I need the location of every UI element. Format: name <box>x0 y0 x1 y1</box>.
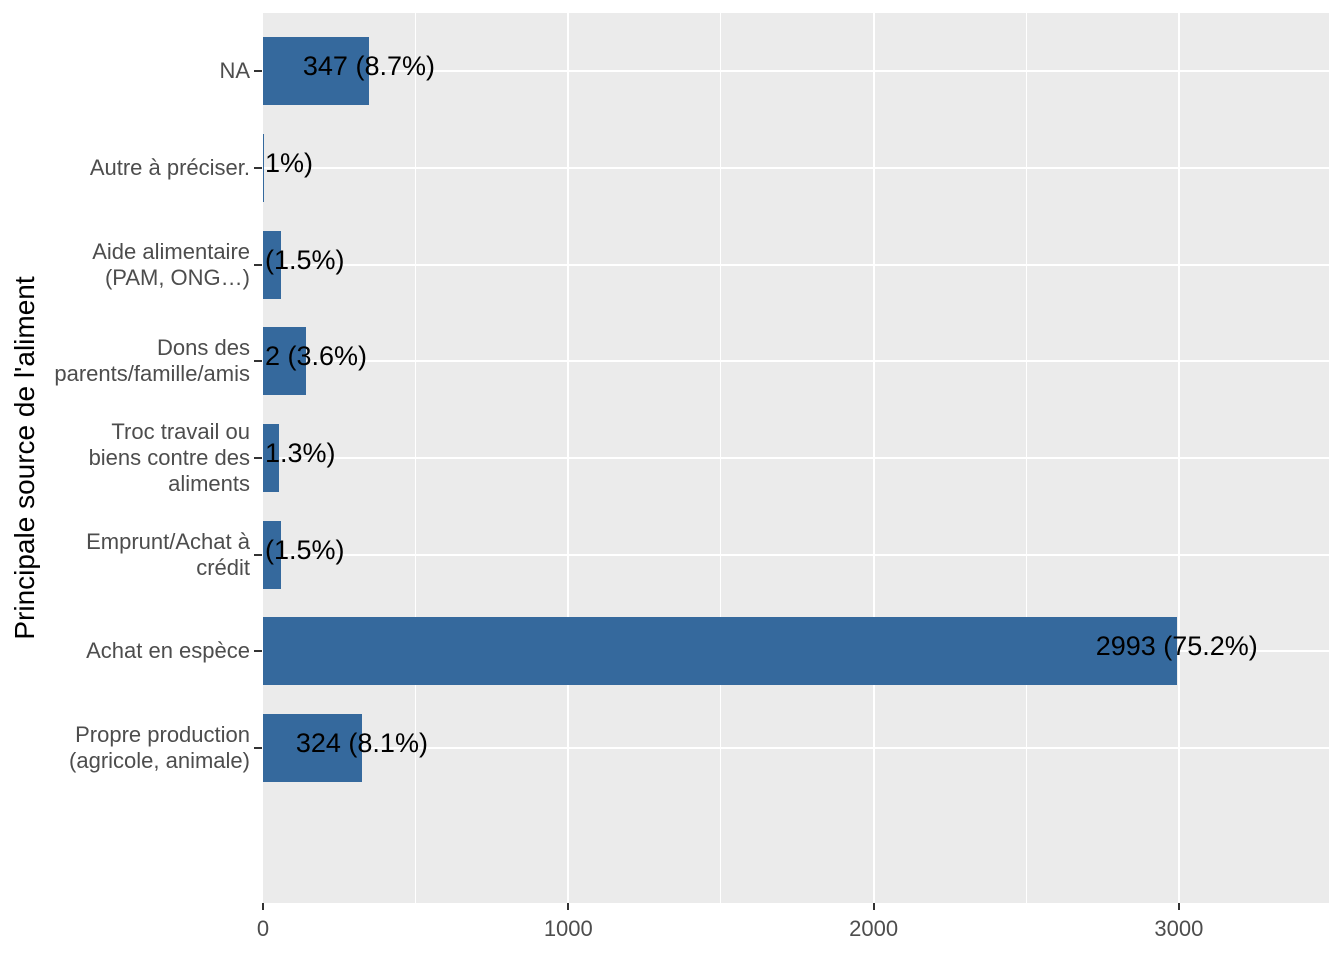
y-tick-mark <box>254 263 262 266</box>
x-tick-mark <box>872 903 875 910</box>
bar <box>263 327 307 396</box>
x-tick-label: 3000 <box>1154 916 1204 941</box>
y-tick-label: Propre production (agricole, animale) <box>69 722 250 774</box>
bar <box>263 230 282 299</box>
y-major-gridline <box>263 70 1329 73</box>
bar-value-label: (1.5%) <box>265 534 345 565</box>
y-major-gridline <box>263 360 1329 363</box>
y-tick-label: Achat en espèce <box>86 638 250 664</box>
y-major-gridline <box>263 457 1329 459</box>
bar-value-label: 2 (3.6%) <box>265 341 368 372</box>
x-tick-mark <box>1177 903 1180 910</box>
bar-value-label: 1%) <box>265 147 314 178</box>
y-tick-label: Aide alimentaire (PAM, ONG…) <box>92 238 250 290</box>
x-tick-mark <box>567 903 570 910</box>
x-tick-mark <box>262 903 264 910</box>
bar-value-label: 324 (8.1%) <box>295 728 428 759</box>
y-tick-mark <box>254 166 262 169</box>
y-tick-label: Emprunt/Achat à crédit <box>86 528 250 580</box>
bar-value-label: 347 (8.7%) <box>302 51 435 82</box>
plot-panel: 347 (8.7%) 1%) (1.5%) 2 (3.6%) 1.3%) (1.5%) 29… <box>263 13 1329 903</box>
y-tick-mark <box>254 650 262 653</box>
y-tick-mark <box>254 457 262 459</box>
bar <box>263 133 265 202</box>
bar-value-label: 1.3%) <box>265 438 336 468</box>
bar <box>263 714 362 783</box>
y-tick-label: Dons des parents/famille/amis <box>54 335 250 387</box>
y-major-gridline <box>263 166 1329 169</box>
bar <box>263 37 369 106</box>
bar-value-label: 2993 (75.2%) <box>1095 631 1258 662</box>
y-major-gridline <box>263 553 1329 556</box>
y-tick-mark <box>254 553 262 556</box>
x-tick-label: 1000 <box>543 916 593 941</box>
y-major-gridline <box>263 263 1329 266</box>
bar <box>263 424 279 492</box>
x-tick-label: 2000 <box>849 916 899 941</box>
y-tick-label: Autre à préciser. <box>89 154 250 180</box>
y-tick-mark <box>254 360 262 363</box>
y-tick-mark <box>254 70 262 73</box>
y-major-gridline <box>263 747 1329 750</box>
y-tick-label: Troc travail ou biens contre des aliment… <box>88 419 250 496</box>
bar-value-label: (1.5%) <box>265 244 345 275</box>
y-tick-mark <box>254 747 262 750</box>
bar <box>263 520 282 589</box>
x-tick-label: 0 <box>256 916 270 941</box>
y-tick-label: NA <box>219 58 250 84</box>
bar <box>263 617 1177 686</box>
